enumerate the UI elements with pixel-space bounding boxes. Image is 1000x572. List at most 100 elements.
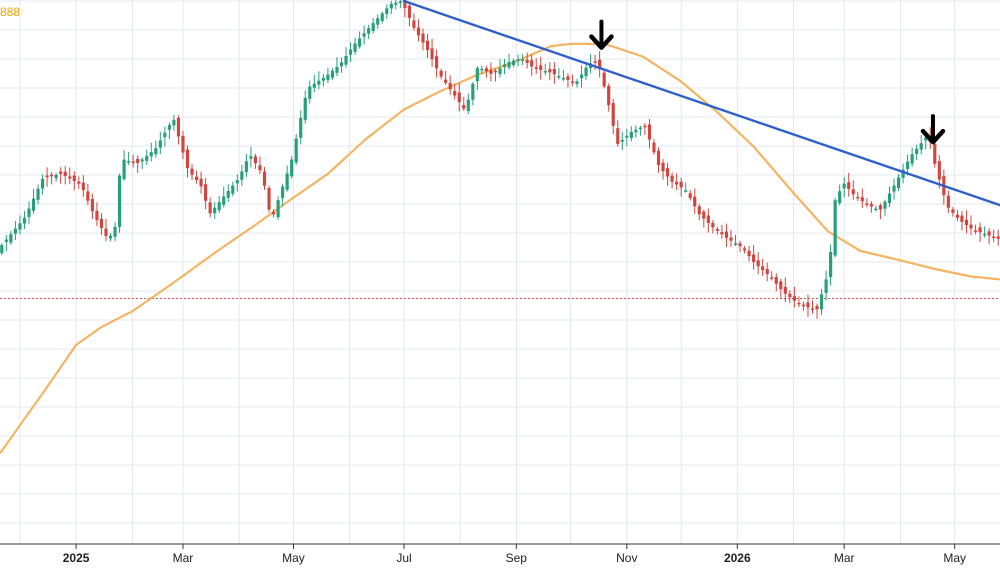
candle-down <box>204 177 208 210</box>
candle-down <box>50 172 54 185</box>
candle-body <box>992 236 996 239</box>
candle-body <box>457 92 461 103</box>
candle-up <box>362 25 366 45</box>
candle-down <box>59 167 63 184</box>
candle-body <box>765 269 769 275</box>
candle-up <box>113 222 117 242</box>
candle-up <box>625 128 629 147</box>
candle-body <box>756 260 760 267</box>
candle-down <box>851 180 855 200</box>
x-tick-label: Nov <box>616 551 637 565</box>
candle-up <box>367 24 371 39</box>
candle-down <box>99 213 104 236</box>
candle-down <box>747 245 751 262</box>
candle-body <box>285 173 289 190</box>
candle-body <box>502 64 507 68</box>
candle-down <box>792 286 796 308</box>
candle-body <box>31 198 36 211</box>
candle-body <box>969 224 973 229</box>
candle-body <box>552 69 556 75</box>
candle-down <box>815 303 819 319</box>
candle-body <box>484 68 488 72</box>
candle-up <box>385 4 389 19</box>
candle-body <box>276 200 280 218</box>
candle-body <box>416 27 421 36</box>
candle-body <box>240 171 244 180</box>
candle-body <box>131 161 135 164</box>
candle-down <box>779 278 783 298</box>
candle-up <box>896 174 901 192</box>
candle-down <box>783 277 787 303</box>
candle-body <box>575 81 579 84</box>
moving-average-line <box>0 42 1000 455</box>
candle-body <box>960 215 964 222</box>
candle-body <box>262 171 267 186</box>
candle-down <box>435 49 439 78</box>
x-tick-label: Mar <box>173 551 194 565</box>
candle-body <box>584 67 588 77</box>
candle-up <box>543 63 547 76</box>
candle-body <box>317 80 321 85</box>
candle-down <box>484 65 488 78</box>
candle-up <box>353 37 357 56</box>
candle-body <box>824 279 828 293</box>
candle-body <box>127 160 131 163</box>
x-tick-label: Sep <box>506 551 528 565</box>
candle-body <box>466 99 470 111</box>
candle-body <box>339 62 344 67</box>
candle-body <box>145 155 149 161</box>
candle-up <box>149 142 153 162</box>
candle-body <box>598 59 602 70</box>
candle-body <box>217 202 221 211</box>
annotation-arrows <box>589 19 946 145</box>
candle-up <box>303 90 307 124</box>
candle-down <box>878 203 883 220</box>
candle-body <box>697 206 701 215</box>
candle-body <box>919 143 923 150</box>
candle-body <box>344 55 348 65</box>
candle-down <box>969 215 973 236</box>
candle-down <box>770 271 774 281</box>
candle-up <box>31 188 36 214</box>
candle-up <box>235 174 239 192</box>
candle-body <box>747 250 751 257</box>
candle-body <box>806 302 810 308</box>
candle-down <box>978 222 982 243</box>
candle-down <box>489 62 493 82</box>
candle-up <box>684 182 688 193</box>
candle-body <box>226 190 230 198</box>
candle-down <box>937 155 941 189</box>
candle-down <box>416 19 421 42</box>
candle-body <box>783 286 787 294</box>
candle-body <box>362 33 366 37</box>
candle-body <box>761 266 765 271</box>
candle-down <box>670 172 674 189</box>
candle-down <box>996 229 1000 246</box>
candle-down <box>964 210 969 234</box>
candle-down <box>72 171 76 191</box>
candle-up <box>634 125 638 138</box>
candle-up <box>172 114 176 131</box>
candle-body <box>729 237 733 241</box>
candle-up <box>226 184 230 203</box>
candle-body <box>883 201 887 209</box>
candle-down <box>752 244 756 270</box>
candle-body <box>117 175 122 227</box>
candle-body <box>172 119 176 126</box>
candle-down <box>534 58 538 74</box>
candle-up <box>167 122 171 140</box>
candle-up <box>40 174 45 195</box>
candle-up <box>389 0 393 15</box>
candle-body <box>788 293 792 298</box>
candle-body <box>376 18 380 25</box>
candle-body <box>258 165 262 171</box>
candle-body <box>54 174 58 179</box>
candle-body <box>838 191 842 204</box>
candle-body <box>801 304 806 307</box>
candle-up <box>475 66 479 91</box>
candle-down <box>253 153 258 169</box>
candle-down <box>933 140 937 168</box>
candle-down <box>81 175 85 198</box>
